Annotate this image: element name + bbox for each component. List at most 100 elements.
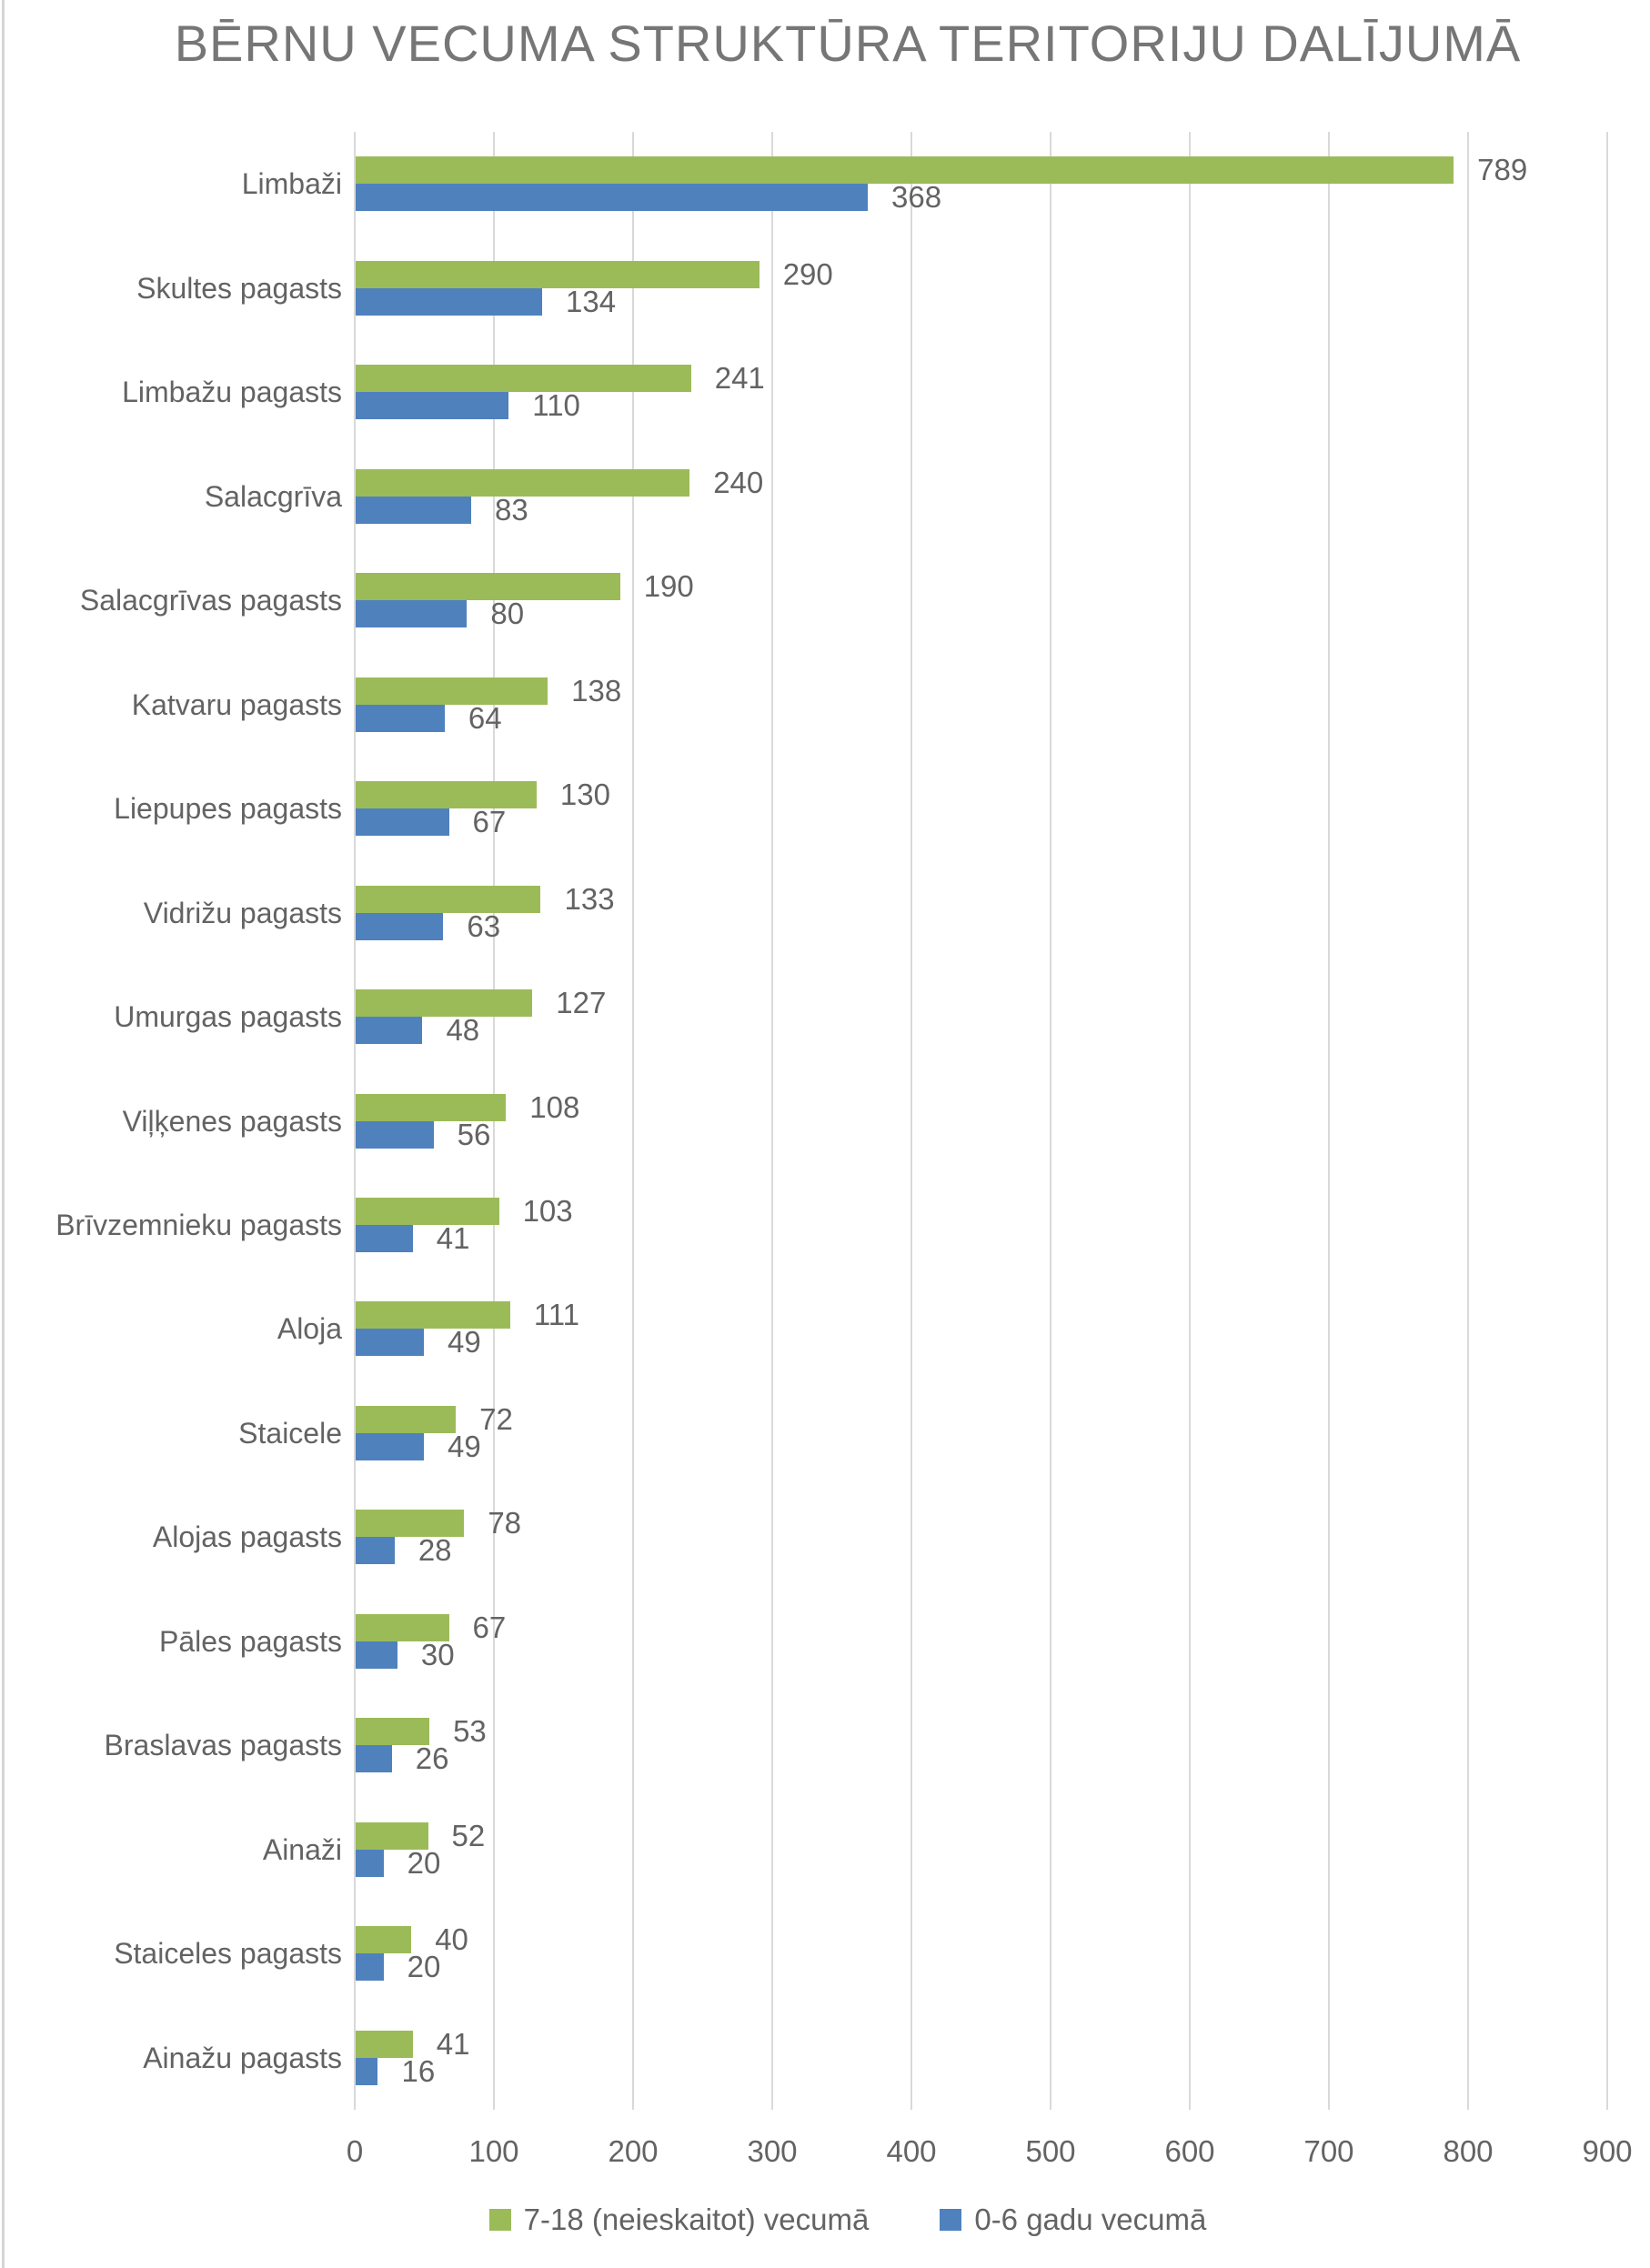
x-axis-tick-label: 300 xyxy=(747,2134,798,2168)
x-axis-tick-label: 400 xyxy=(886,2134,937,2168)
bar-age-7-18 xyxy=(356,365,691,393)
value-label: 241 xyxy=(714,361,765,396)
bar-age-0-6 xyxy=(356,912,444,940)
gridline xyxy=(1467,132,1469,2110)
category-label: Alojas pagasts xyxy=(152,1520,342,1554)
bar-age-0-6 xyxy=(356,392,509,420)
bar-age-7-18 xyxy=(356,1926,412,1954)
legend-item-age-0-6: 0-6 gadu vecumā xyxy=(940,2203,1206,2237)
bar-age-7-18 xyxy=(356,468,690,497)
value-label: 52 xyxy=(451,1818,486,1852)
x-axis-tick-label: 800 xyxy=(1443,2134,1494,2168)
bar-age-0-6 xyxy=(356,1120,434,1149)
x-axis-tick-label: 0 xyxy=(346,2134,364,2168)
category-label: Umurgas pagasts xyxy=(114,1000,342,1034)
value-label: 16 xyxy=(401,2053,436,2088)
value-label: 110 xyxy=(532,388,580,423)
chart-frame-border xyxy=(2,0,5,2268)
bar-age-0-6 xyxy=(356,1224,413,1252)
value-label: 48 xyxy=(446,1013,480,1048)
value-label: 72 xyxy=(479,1401,513,1436)
bar-age-7-18 xyxy=(356,573,620,601)
x-axis-tick-label: 600 xyxy=(1164,2134,1215,2168)
value-label: 134 xyxy=(566,284,617,318)
category-label: Pāles pagasts xyxy=(158,1624,342,1658)
bar-age-7-18 xyxy=(356,1821,428,1850)
bar-age-0-6 xyxy=(356,1953,384,1982)
value-label: 20 xyxy=(407,1845,441,1880)
bar-age-0-6 xyxy=(356,1537,395,1565)
value-label: 240 xyxy=(713,465,764,499)
x-axis-tick-label: 100 xyxy=(468,2134,519,2168)
category-label: Ainaži xyxy=(262,1832,342,1866)
value-label: 138 xyxy=(571,673,622,707)
value-label: 111 xyxy=(533,1298,579,1332)
bar-age-7-18 xyxy=(356,156,1454,185)
gridline xyxy=(1050,132,1051,2110)
legend-label-age-7-18: 7-18 (neieskaitot) vecumā xyxy=(523,2203,870,2236)
bar-age-0-6 xyxy=(356,1329,424,1357)
gridline xyxy=(354,132,356,2110)
value-label: 49 xyxy=(447,1429,481,1463)
bar-age-0-6 xyxy=(356,1017,423,1045)
category-label: Staicele xyxy=(238,1416,342,1450)
value-label: 41 xyxy=(436,2026,470,2061)
category-label: Staiceles pagasts xyxy=(114,1937,342,1971)
category-label: Ainažu pagasts xyxy=(143,2041,342,2074)
category-label: Aloja xyxy=(277,1312,342,1346)
value-label: 368 xyxy=(891,180,942,215)
value-label: 103 xyxy=(522,1193,573,1228)
bar-age-7-18 xyxy=(356,1613,449,1641)
value-label: 53 xyxy=(453,1714,487,1749)
gridline xyxy=(1328,132,1330,2110)
bar-age-7-18 xyxy=(356,1510,465,1538)
value-label: 63 xyxy=(467,908,501,943)
value-label: 130 xyxy=(559,778,610,812)
gridline xyxy=(1189,132,1191,2110)
category-label: Viļķenes pagasts xyxy=(122,1104,342,1138)
bar-age-0-6 xyxy=(356,808,449,837)
value-label: 64 xyxy=(468,700,502,735)
gridline xyxy=(771,132,773,2110)
bar-age-0-6 xyxy=(356,600,468,628)
bar-age-7-18 xyxy=(356,677,548,705)
category-label: Salacgrīvas pagasts xyxy=(79,584,342,617)
legend-label-age-0-6: 0-6 gadu vecumā xyxy=(974,2203,1207,2236)
value-label: 190 xyxy=(643,569,694,604)
value-label: 67 xyxy=(472,1610,507,1644)
value-label: 41 xyxy=(436,1220,470,1255)
bar-age-0-6 xyxy=(356,1641,397,1669)
value-label: 28 xyxy=(418,1533,452,1568)
category-label: Vidrižu pagasts xyxy=(143,896,342,929)
chart-legend: 7-18 (neieskaitot) vecumā 0-6 gadu vecum… xyxy=(0,2203,1650,2237)
value-label: 40 xyxy=(435,1922,468,1957)
chart-title: BĒRNU VECUMA STRUKTŪRA TERITORIJU DALĪJU… xyxy=(174,15,1522,72)
bar-age-7-18 xyxy=(356,781,537,809)
gridline xyxy=(493,132,495,2110)
value-label: 133 xyxy=(564,881,615,916)
bar-age-7-18 xyxy=(356,1301,510,1330)
legend-item-age-7-18: 7-18 (neieskaitot) vecumā xyxy=(488,2203,870,2237)
bar-age-0-6 xyxy=(356,1849,384,1877)
x-axis-tick-label: 700 xyxy=(1303,2134,1354,2168)
legend-swatch-blue xyxy=(940,2209,962,2231)
bar-age-0-6 xyxy=(356,287,543,316)
legend-swatch-green xyxy=(488,2209,511,2231)
bar-age-0-6 xyxy=(356,496,471,524)
value-label: 127 xyxy=(556,986,607,1020)
value-label: 49 xyxy=(447,1325,481,1360)
bar-age-0-6 xyxy=(356,184,869,212)
gridline xyxy=(911,132,912,2110)
bar-age-7-18 xyxy=(356,2030,413,2058)
category-label: Limbaži xyxy=(241,167,342,201)
value-label: 80 xyxy=(490,597,525,631)
category-label: Liepupes pagasts xyxy=(114,792,342,826)
value-label: 67 xyxy=(472,805,507,839)
value-label: 83 xyxy=(494,492,528,527)
value-label: 290 xyxy=(782,256,833,291)
bar-age-7-18 xyxy=(356,989,533,1018)
value-label: 56 xyxy=(457,1117,491,1151)
gridline xyxy=(632,132,634,2110)
bar-age-7-18 xyxy=(356,1405,457,1433)
category-label: Braslavas pagasts xyxy=(104,1729,342,1762)
